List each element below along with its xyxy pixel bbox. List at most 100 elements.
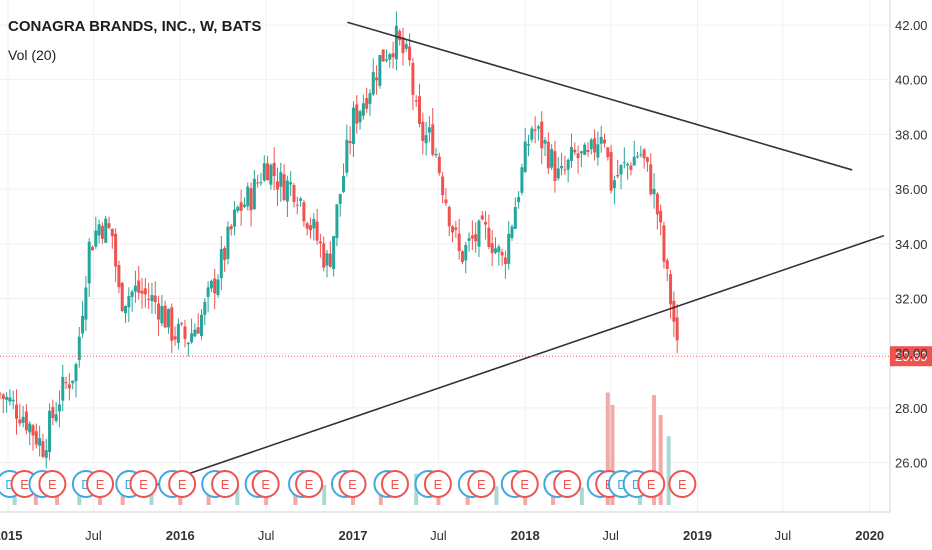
earnings-marker[interactable]: E xyxy=(510,470,539,498)
y-tick-label: 30.00 xyxy=(895,346,928,361)
candle-body xyxy=(5,396,9,400)
candle-body xyxy=(342,175,346,192)
candle-body xyxy=(596,144,600,158)
earnings-marker[interactable]: E xyxy=(295,470,324,498)
candle-body xyxy=(239,202,243,211)
candle-body xyxy=(190,333,194,343)
candle-body xyxy=(583,144,587,155)
candle-body xyxy=(626,163,630,166)
candle-body xyxy=(117,265,121,288)
candle-body xyxy=(31,425,35,436)
candle-body xyxy=(622,162,626,164)
candle-body xyxy=(21,416,25,423)
volume-bar xyxy=(235,486,240,505)
candle-body xyxy=(669,274,673,305)
candle-body xyxy=(487,227,491,248)
event-marker-letter: E xyxy=(48,477,57,492)
candle-body xyxy=(593,138,597,153)
last-price-badge xyxy=(890,346,932,367)
candle-body xyxy=(193,329,197,337)
candle-body xyxy=(97,224,101,236)
candle-body xyxy=(180,323,184,325)
candle-body xyxy=(325,253,329,266)
candle-body xyxy=(130,291,134,297)
earnings-marker[interactable]: E xyxy=(168,470,197,498)
earnings-marker[interactable]: E xyxy=(553,470,582,498)
volume-bar xyxy=(658,415,663,505)
candle-body xyxy=(351,107,355,145)
candle-body xyxy=(104,218,108,243)
candle-body xyxy=(477,220,481,247)
x-tick-label: Jul xyxy=(775,528,792,543)
earnings-marker[interactable]: E xyxy=(637,470,666,498)
candle-body xyxy=(520,167,524,193)
candle-body xyxy=(114,233,118,267)
candle-body xyxy=(553,151,557,181)
event-marker-letter: E xyxy=(434,477,443,492)
candle-body xyxy=(576,153,580,159)
candle-body xyxy=(213,278,217,294)
y-tick-label: 40.00 xyxy=(895,73,928,88)
candle-body xyxy=(322,243,326,268)
candle-body xyxy=(170,307,174,341)
candle-body xyxy=(378,55,382,86)
earnings-marker[interactable]: E xyxy=(423,470,452,498)
earnings-marker[interactable]: E xyxy=(129,470,158,498)
event-marker-letter: E xyxy=(647,477,656,492)
candle-body xyxy=(262,163,266,181)
candle-body xyxy=(388,54,392,60)
candle-body xyxy=(196,327,200,334)
candle-body xyxy=(642,149,646,159)
candle-body xyxy=(94,230,98,247)
x-tick-label: Jul xyxy=(602,528,619,543)
candle-body xyxy=(645,157,649,162)
candle-body xyxy=(586,149,590,152)
candle-body xyxy=(74,364,78,382)
earnings-marker[interactable]: E xyxy=(86,470,115,498)
candle-body xyxy=(100,225,104,239)
event-marker-letter: E xyxy=(261,477,270,492)
candle-body xyxy=(219,249,223,279)
earnings-marker[interactable]: E xyxy=(38,470,67,498)
earnings-marker[interactable]: E xyxy=(668,470,697,498)
candle-body xyxy=(332,236,336,270)
candle-body xyxy=(649,164,653,195)
candle-body xyxy=(345,139,349,173)
candle-body xyxy=(127,296,131,308)
candle-body xyxy=(229,226,233,230)
candle-body xyxy=(77,336,81,361)
x-tick-label: 2020 xyxy=(855,528,884,543)
volume-bar xyxy=(293,488,298,505)
candle-body xyxy=(560,165,564,169)
candle-body xyxy=(242,204,246,207)
candle-body xyxy=(315,221,319,241)
earnings-marker[interactable]: E xyxy=(380,470,409,498)
earnings-marker[interactable]: E xyxy=(338,470,367,498)
candle-body xyxy=(497,246,501,253)
volume-bar xyxy=(149,488,154,505)
event-marker-letter: E xyxy=(305,477,314,492)
candle-body xyxy=(424,135,428,144)
candle-body xyxy=(269,164,273,185)
candle-body xyxy=(143,288,147,295)
candle-body xyxy=(434,153,438,156)
candle-body xyxy=(48,410,52,453)
earnings-marker[interactable]: E xyxy=(251,470,280,498)
candle-body xyxy=(157,303,161,320)
candle-body xyxy=(183,326,187,339)
candle-body xyxy=(24,411,28,431)
event-marker-letter: D xyxy=(632,477,641,492)
candle-body xyxy=(401,37,405,54)
earnings-marker[interactable]: E xyxy=(467,470,496,498)
candle-body xyxy=(309,225,313,231)
candle-body xyxy=(493,248,497,253)
earnings-marker[interactable]: E xyxy=(211,470,240,498)
candle-body xyxy=(411,63,415,95)
candle-body xyxy=(437,156,441,173)
candle-body xyxy=(54,414,58,422)
candle-body xyxy=(186,342,190,345)
candle-body xyxy=(335,204,339,239)
candle-body xyxy=(365,98,369,109)
event-marker-letter: D xyxy=(617,477,626,492)
